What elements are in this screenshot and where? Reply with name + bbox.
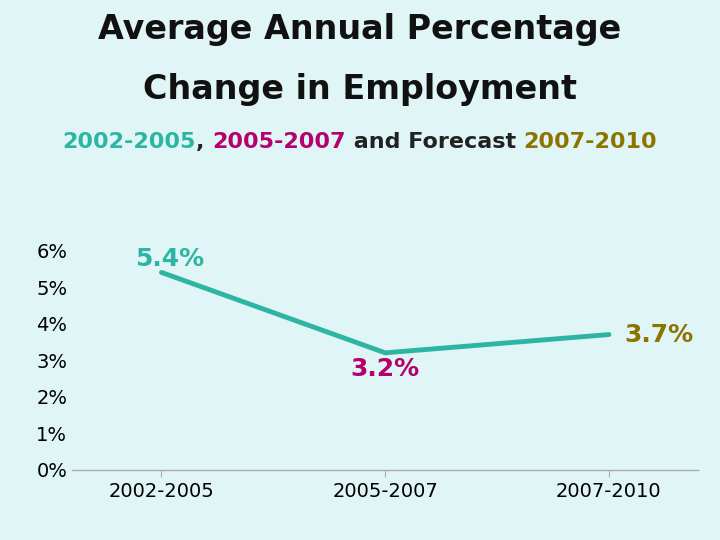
Text: 2007-2010: 2007-2010 bbox=[523, 132, 657, 152]
Text: and Forecast: and Forecast bbox=[346, 132, 523, 152]
Text: 3.7%: 3.7% bbox=[624, 322, 693, 347]
Text: 5.4%: 5.4% bbox=[135, 247, 204, 271]
Text: Average Annual Percentage: Average Annual Percentage bbox=[99, 14, 621, 46]
Text: ,: , bbox=[196, 132, 212, 152]
Text: 3.2%: 3.2% bbox=[351, 357, 420, 381]
Text: 2002-2005: 2002-2005 bbox=[63, 132, 196, 152]
Text: Change in Employment: Change in Employment bbox=[143, 73, 577, 106]
Text: 2005-2007: 2005-2007 bbox=[212, 132, 346, 152]
